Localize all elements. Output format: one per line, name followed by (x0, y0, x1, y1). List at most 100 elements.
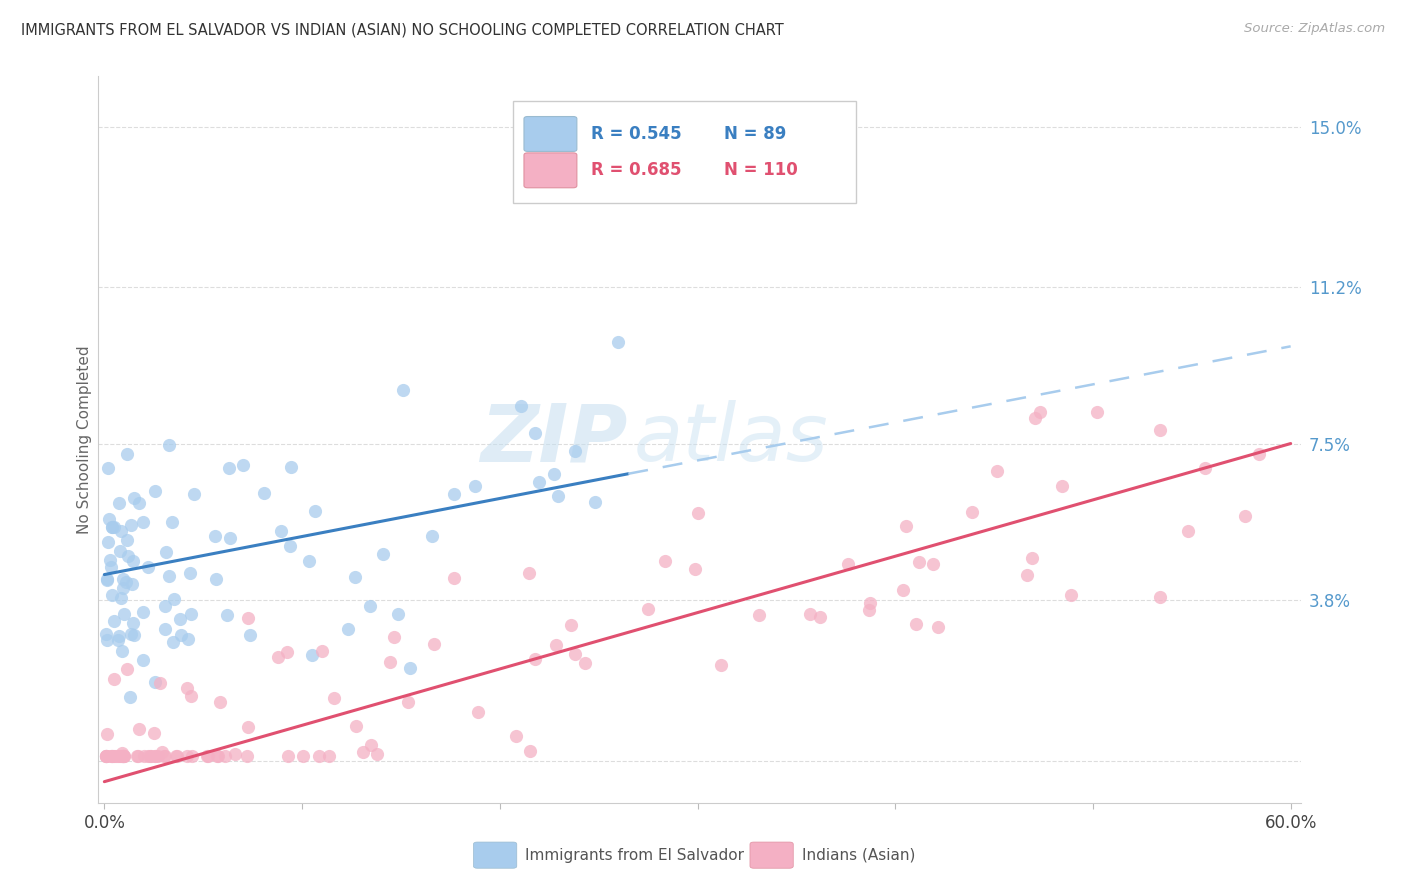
Point (153, 749, 176, 764)
FancyBboxPatch shape (524, 117, 576, 152)
Point (100, 588, 122, 602)
Point (683, 562, 706, 576)
Point (236, 611, 259, 625)
Point (606, 335, 628, 350)
Point (122, 491, 145, 506)
Point (118, 690, 141, 705)
Point (108, 544, 131, 558)
Point (112, 749, 135, 764)
Point (276, 645, 298, 659)
Point (98, 553, 121, 567)
Point (207, 749, 229, 764)
Point (278, 539, 301, 553)
Point (464, 479, 486, 493)
Point (396, 695, 419, 709)
Point (153, 622, 176, 636)
Point (110, 591, 132, 605)
Point (111, 749, 134, 764)
Text: R = 0.545: R = 0.545 (592, 125, 682, 143)
Point (905, 617, 928, 632)
Point (96, 749, 118, 764)
Point (583, 495, 606, 509)
Point (96, 632, 118, 647)
Point (204, 572, 226, 586)
Point (510, 399, 533, 413)
Point (1087, 405, 1109, 419)
FancyBboxPatch shape (524, 153, 576, 188)
Point (927, 620, 949, 634)
Point (986, 464, 1008, 478)
Point (467, 706, 489, 720)
Point (183, 486, 205, 500)
Point (267, 649, 290, 664)
Point (505, 730, 527, 744)
Point (162, 591, 184, 606)
Point (564, 444, 586, 458)
Point (101, 520, 124, 534)
Point (112, 749, 135, 764)
Point (235, 749, 257, 764)
Point (1021, 551, 1043, 566)
Point (176, 681, 198, 695)
Point (344, 718, 367, 732)
Point (382, 630, 405, 644)
Point (359, 599, 381, 613)
Point (108, 496, 131, 510)
Point (524, 425, 547, 440)
Point (115, 533, 138, 548)
Point (308, 749, 330, 764)
Point (544, 639, 567, 653)
Point (112, 607, 135, 621)
Point (96, 627, 118, 641)
Point (101, 749, 124, 764)
Point (280, 459, 302, 474)
Point (371, 547, 394, 561)
Point (318, 749, 340, 764)
Point (298, 554, 321, 568)
Point (654, 554, 676, 568)
Point (121, 627, 143, 641)
Point (560, 617, 582, 632)
Point (132, 749, 155, 764)
Point (112, 749, 135, 764)
Point (311, 644, 333, 658)
Point (524, 651, 547, 665)
Point (117, 549, 139, 563)
Point (155, 599, 177, 613)
Text: ZIP: ZIP (479, 401, 627, 478)
Point (180, 749, 202, 764)
Point (253, 485, 276, 500)
Point (1024, 410, 1046, 425)
Point (132, 653, 155, 667)
Point (960, 504, 983, 518)
Point (145, 749, 167, 764)
Point (100, 559, 122, 574)
FancyBboxPatch shape (474, 842, 517, 868)
Point (922, 557, 945, 571)
Point (224, 747, 246, 762)
Point (908, 555, 931, 569)
Point (121, 577, 143, 591)
Point (543, 467, 565, 481)
Point (142, 726, 165, 740)
Point (143, 749, 166, 764)
Point (96, 572, 118, 586)
Point (366, 747, 388, 761)
Point (180, 689, 202, 703)
Point (209, 695, 232, 709)
Point (96, 749, 118, 764)
Point (104, 749, 127, 764)
Point (128, 496, 150, 510)
Point (162, 634, 184, 648)
Point (139, 749, 162, 764)
Point (145, 484, 167, 499)
Point (169, 612, 191, 626)
Point (323, 690, 346, 705)
Point (143, 674, 166, 689)
Point (218, 531, 240, 545)
Point (103, 749, 125, 764)
Point (422, 637, 444, 651)
Point (204, 529, 226, 543)
Text: Indians (Asian): Indians (Asian) (801, 847, 915, 863)
Point (1233, 509, 1256, 524)
